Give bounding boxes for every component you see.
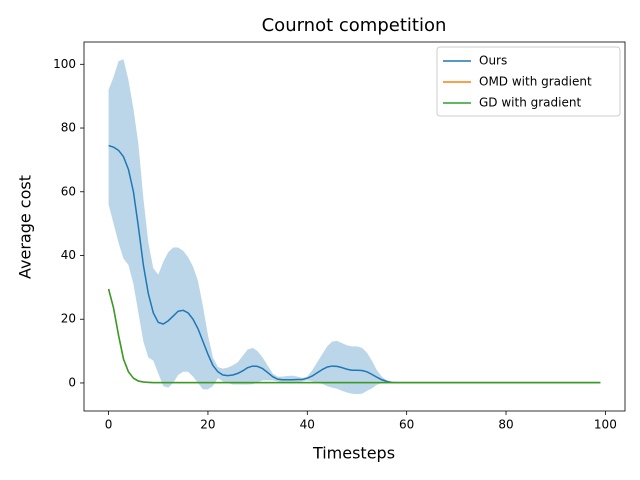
legend-label: Ours: [479, 54, 507, 68]
x-tick-label: 40: [300, 418, 315, 432]
y-axis-label: Average cost: [16, 175, 35, 279]
y-tick-label: 60: [61, 184, 76, 198]
plot-frame: [83, 41, 626, 412]
error-band: [108, 59, 601, 395]
y-tick-label: 20: [61, 312, 76, 326]
y-tick-label: 40: [61, 248, 76, 262]
x-tick-label: 0: [105, 418, 113, 432]
y-tick-label: 0: [68, 375, 76, 389]
y-tick-label: 100: [53, 57, 76, 71]
x-axis-label: Timesteps: [312, 444, 395, 463]
chart-title: Cournot competition: [262, 15, 447, 36]
x-tick-label: 100: [594, 418, 617, 432]
x-tick-label: 60: [399, 418, 414, 432]
series-line: [107, 288, 601, 384]
x-tick-label: 80: [498, 418, 513, 432]
legend: Ours OMD with gradient GD with gradient: [436, 46, 621, 117]
x-tick-label: 20: [200, 418, 215, 432]
legend-label: OMD with gradient: [479, 75, 592, 89]
y-tick-label: 80: [61, 121, 76, 135]
legend-label: GD with gradient: [479, 96, 581, 110]
legend-box: [436, 46, 621, 117]
